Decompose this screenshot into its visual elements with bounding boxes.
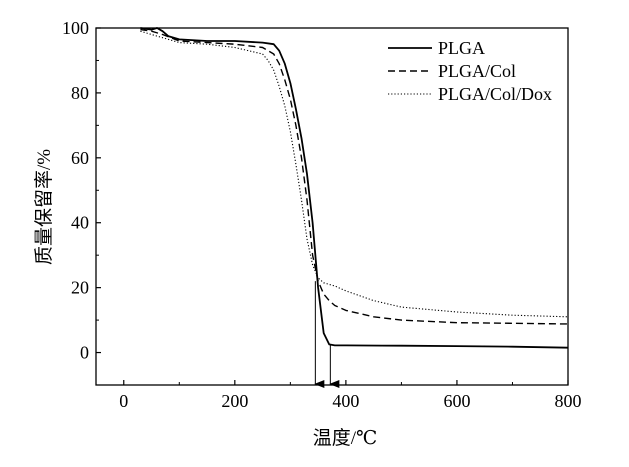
x-tick-label: 600 xyxy=(443,391,470,411)
series-line-plga-col xyxy=(140,28,569,325)
y-tick-label: 0 xyxy=(80,343,89,363)
x-tick-label: 400 xyxy=(332,391,359,411)
x-axis-label: 温度/℃ xyxy=(313,427,378,449)
plot-frame xyxy=(95,27,569,386)
axis-labels: 温度/℃ 质量保留率/% xyxy=(33,149,377,449)
legend-label: PLGA xyxy=(438,38,485,58)
y-tick-label: 80 xyxy=(71,83,89,103)
y-tick-label: 100 xyxy=(62,18,89,38)
legend-label: PLGA/Col xyxy=(438,61,516,81)
legend-label: PLGA/Col/Dox xyxy=(438,84,552,104)
x-tick-label: 0 xyxy=(119,391,128,411)
series-line-plga-col-dox xyxy=(140,30,569,318)
y-axis-label: 质量保留率/% xyxy=(33,149,55,265)
legend: PLGA PLGA/Col PLGA/Col/Dox xyxy=(388,38,552,104)
y-tick-label: 60 xyxy=(71,148,89,168)
x-tick-label: 200 xyxy=(221,391,248,411)
x-tick-label: 800 xyxy=(555,391,582,411)
series-lines xyxy=(140,27,569,349)
series-line-plga xyxy=(140,27,569,349)
y-tick-label: 40 xyxy=(71,213,89,233)
arrow-annotations xyxy=(314,281,340,388)
y-tick-label: 20 xyxy=(71,278,89,298)
